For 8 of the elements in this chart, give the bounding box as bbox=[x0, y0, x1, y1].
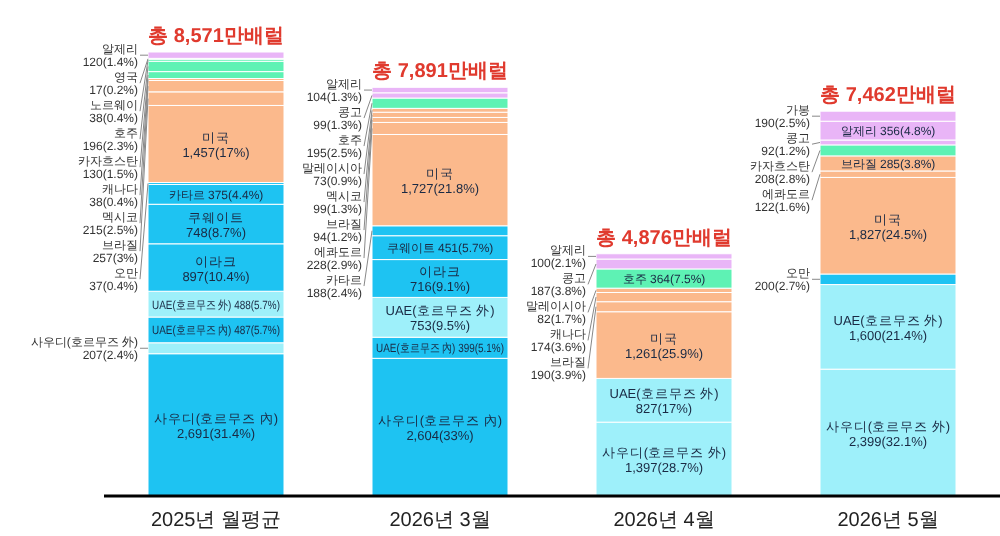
x-tick-label: 2026년 4월 bbox=[613, 510, 715, 533]
total-label: 총 7,462만배럴 bbox=[820, 85, 956, 108]
total-label: 총 8,571만배럴 bbox=[148, 26, 284, 48]
x-tick-label: 2025년 월평균 bbox=[150, 510, 282, 533]
total-label: 총 4,876만배럴 bbox=[596, 227, 732, 250]
x-tick-label: 2026년 5월 bbox=[837, 510, 939, 533]
total-label: 총 7,891만배럴 bbox=[372, 61, 508, 84]
x-tick-label: 2026년 3월 bbox=[389, 510, 491, 533]
